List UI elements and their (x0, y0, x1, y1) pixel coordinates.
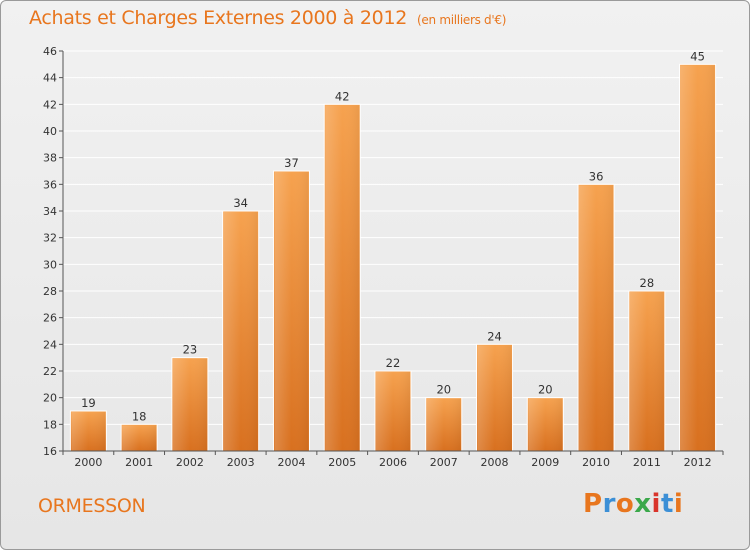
x-tick-label: 2005 (328, 456, 356, 469)
chart-subtitle: (en milliers d'€) (417, 13, 507, 27)
brand-letter: P (583, 489, 603, 519)
y-tick-label: 24 (43, 338, 57, 351)
y-tick-label: 26 (43, 312, 57, 325)
data-label: 20 (538, 383, 553, 397)
chart-title: Achats et Charges Externes 2000 à 2012 (e… (29, 7, 506, 29)
x-tick-label: 2007 (430, 456, 458, 469)
data-label: 37 (284, 156, 299, 170)
data-label: 18 (132, 409, 147, 423)
bar-shine-2005 (325, 105, 360, 451)
x-tick-label: 2006 (379, 456, 407, 469)
y-tick-label: 22 (43, 365, 57, 378)
x-tick-label: 2010 (582, 456, 610, 469)
commune-name: ORMESSON (38, 495, 146, 517)
x-tick-label: 2009 (531, 456, 559, 469)
y-tick-label: 44 (43, 72, 57, 85)
bar-shine-2001 (122, 425, 157, 451)
brand-letter: i (651, 489, 661, 519)
x-tick-label: 2001 (125, 456, 153, 469)
chart-title-text: Achats et Charges Externes 2000 à 2012 (29, 7, 408, 29)
brand-letter: t (660, 489, 674, 519)
data-label: 20 (436, 383, 451, 397)
bar-layer: 19 18 23 34 37 42 22 20 24 20 36 28 45 (69, 49, 717, 452)
brand-letter: r (602, 489, 616, 519)
data-label: 45 (690, 49, 705, 63)
data-label: 36 (589, 169, 604, 183)
data-label: 42 (335, 89, 350, 103)
data-label: 19 (81, 396, 96, 410)
x-tick-label: 2003 (227, 456, 255, 469)
bar-shine-2012 (680, 65, 715, 451)
x-tick-label: 2000 (74, 456, 102, 469)
x-tick-label: 2002 (176, 456, 204, 469)
y-tick-label: 20 (43, 392, 57, 405)
bar-shine-2007 (426, 398, 461, 451)
y-tick-label: 40 (43, 125, 57, 138)
data-label: 34 (233, 196, 248, 210)
bar-shine-2009 (528, 398, 563, 451)
data-label: 24 (487, 329, 502, 343)
y-tick-label: 42 (43, 98, 57, 111)
y-tick-label: 18 (43, 418, 57, 431)
x-tick-label: 2004 (277, 456, 305, 469)
bar-shine-2011 (629, 292, 664, 451)
x-tick-label: 2008 (481, 456, 509, 469)
y-tick-label: 34 (43, 205, 57, 218)
y-tick-label: 32 (43, 232, 57, 245)
bar-shine-2006 (376, 372, 410, 451)
x-tick-label: 2012 (684, 456, 712, 469)
brand-letter: i (673, 489, 684, 519)
data-label: 28 (640, 276, 655, 290)
bar-shine-2004 (274, 172, 309, 451)
bar-shine-2010 (579, 185, 614, 452)
brand-letter: x (634, 489, 652, 519)
axis-layer: 16 18 20 22 24 26 28 30 32 34 36 38 40 42 44 46 2000 2001… (43, 45, 724, 469)
y-tick-label: 28 (43, 285, 57, 298)
y-tick-label: 46 (43, 45, 57, 58)
brand-logo: Proxiti (583, 489, 683, 519)
data-label: 23 (183, 343, 198, 357)
bar-shine-2002 (172, 358, 207, 451)
x-tick-label: 2011 (633, 456, 661, 469)
bar-shine-2003 (223, 212, 258, 451)
y-tick-label: 38 (43, 152, 57, 165)
brand-letter: o (615, 489, 635, 519)
y-tick-label: 30 (43, 258, 57, 271)
y-tick-label: 16 (43, 445, 57, 458)
bar-shine-2008 (477, 345, 512, 451)
y-tick-label: 36 (43, 178, 57, 191)
data-label: 22 (386, 356, 401, 370)
bar-shine-2000 (71, 412, 106, 451)
